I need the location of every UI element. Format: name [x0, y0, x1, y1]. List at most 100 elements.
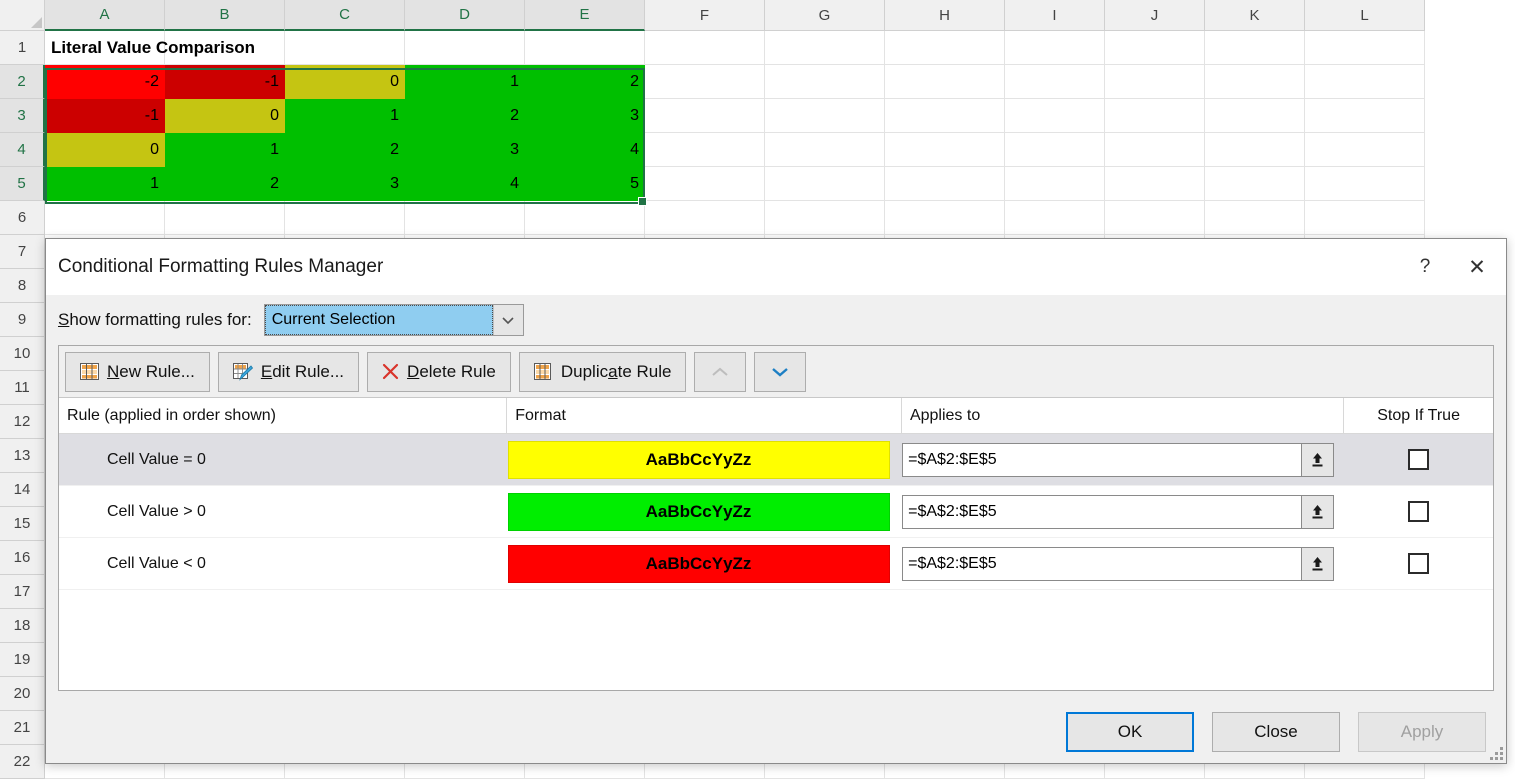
cell-G2[interactable] [765, 65, 885, 99]
new-rule-button[interactable]: New Rule... [65, 351, 210, 392]
applies-to-input[interactable]: =$A$2:$E$5 [902, 442, 1335, 477]
cell-C6[interactable] [285, 201, 405, 235]
row-header-11[interactable]: 11 [0, 371, 45, 405]
row-header-18[interactable]: 18 [0, 609, 45, 643]
rule-row[interactable]: Cell Value = 0 AaBbCcYyZz =$A$2:$E$5 [59, 434, 1493, 486]
cell-C4[interactable]: 2 [285, 133, 405, 167]
resize-grip[interactable] [1489, 746, 1503, 760]
cell-G1[interactable] [765, 31, 885, 65]
cell-D6[interactable] [405, 201, 525, 235]
cell-I4[interactable] [1005, 133, 1105, 167]
cell-C1[interactable] [285, 31, 405, 65]
cell-D3[interactable]: 2 [405, 99, 525, 133]
cell-J4[interactable] [1105, 133, 1205, 167]
column-header-K[interactable]: K [1205, 0, 1305, 31]
column-header-A[interactable]: A [45, 0, 165, 31]
cell-G3[interactable] [765, 99, 885, 133]
cell-K4[interactable] [1205, 133, 1305, 167]
cell-F6[interactable] [645, 201, 765, 235]
column-header-C[interactable]: C [285, 0, 405, 31]
cell-L1[interactable] [1305, 31, 1425, 65]
cell-C3[interactable]: 1 [285, 99, 405, 133]
column-header-H[interactable]: H [885, 0, 1005, 31]
cell-H6[interactable] [885, 201, 1005, 235]
cell-L6[interactable] [1305, 201, 1425, 235]
cell-G5[interactable] [765, 167, 885, 201]
cell-J6[interactable] [1105, 201, 1205, 235]
column-header-B[interactable]: B [165, 0, 285, 31]
row-header-22[interactable]: 22 [0, 745, 45, 779]
cell-D1[interactable] [405, 31, 525, 65]
cell-I2[interactable] [1005, 65, 1105, 99]
row-header-7[interactable]: 7 [0, 235, 45, 269]
row-header-10[interactable]: 10 [0, 337, 45, 371]
cell-H5[interactable] [885, 167, 1005, 201]
cell-K2[interactable] [1205, 65, 1305, 99]
cell-B2[interactable]: -1 [165, 65, 285, 99]
row-header-17[interactable]: 17 [0, 575, 45, 609]
cell-J2[interactable] [1105, 65, 1205, 99]
cell-E5[interactable]: 5 [525, 167, 645, 201]
row-header-16[interactable]: 16 [0, 541, 45, 575]
cell-A6[interactable] [45, 201, 165, 235]
row-header-15[interactable]: 15 [0, 507, 45, 541]
row-header-12[interactable]: 12 [0, 405, 45, 439]
row-header-13[interactable]: 13 [0, 439, 45, 473]
select-all-corner[interactable] [0, 0, 45, 31]
stop-if-true-checkbox[interactable] [1408, 553, 1430, 574]
cell-F2[interactable] [645, 65, 765, 99]
cell-L5[interactable] [1305, 167, 1425, 201]
ok-button[interactable]: OK [1066, 712, 1194, 752]
duplicate-rule-button[interactable]: Duplicate Rule [518, 351, 687, 392]
cell-L2[interactable] [1305, 65, 1425, 99]
cell-I6[interactable] [1005, 201, 1105, 235]
cell-J1[interactable] [1105, 31, 1205, 65]
cell-K3[interactable] [1205, 99, 1305, 133]
column-header-J[interactable]: J [1105, 0, 1205, 31]
scope-select[interactable]: Current Selection [263, 304, 524, 336]
row-header-19[interactable]: 19 [0, 643, 45, 677]
row-header-4[interactable]: 4 [0, 133, 45, 167]
row-header-5[interactable]: 5 [0, 167, 45, 201]
cell-F1[interactable] [645, 31, 765, 65]
cell-C2[interactable]: 0 [285, 65, 405, 99]
cell-D4[interactable]: 3 [405, 133, 525, 167]
column-header-F[interactable]: F [645, 0, 765, 31]
cell-H2[interactable] [885, 65, 1005, 99]
cell-E6[interactable] [525, 201, 645, 235]
range-picker-icon[interactable] [1301, 443, 1334, 476]
cell-I3[interactable] [1005, 99, 1105, 133]
cell-K5[interactable] [1205, 167, 1305, 201]
column-header-L[interactable]: L [1305, 0, 1425, 31]
close-icon[interactable]: ✕ [1468, 255, 1486, 279]
cell-E2[interactable]: 2 [525, 65, 645, 99]
cell-A5[interactable]: 1 [45, 167, 165, 201]
cell-D5[interactable]: 4 [405, 167, 525, 201]
rule-row[interactable]: Cell Value > 0 AaBbCcYyZz =$A$2:$E$5 [59, 486, 1493, 538]
row-header-9[interactable]: 9 [0, 303, 45, 337]
rule-row[interactable]: Cell Value < 0 AaBbCcYyZz =$A$2:$E$5 [59, 538, 1493, 590]
cell-A1[interactable]: Literal Value Comparison [45, 31, 255, 65]
cell-B6[interactable] [165, 201, 285, 235]
cell-D2[interactable]: 1 [405, 65, 525, 99]
cell-B3[interactable]: 0 [165, 99, 285, 133]
row-header-6[interactable]: 6 [0, 201, 45, 235]
selection-fill-handle[interactable] [638, 197, 647, 206]
row-header-3[interactable]: 3 [0, 99, 45, 133]
delete-rule-button[interactable]: Delete Rule [367, 351, 511, 392]
cell-K1[interactable] [1205, 31, 1305, 65]
row-header-1[interactable]: 1 [0, 31, 45, 65]
cell-A2[interactable]: -2 [45, 65, 165, 99]
help-icon[interactable]: ? [1419, 256, 1431, 277]
row-header-8[interactable]: 8 [0, 269, 45, 303]
cell-G6[interactable] [765, 201, 885, 235]
stop-if-true-checkbox[interactable] [1408, 501, 1430, 522]
cell-F4[interactable] [645, 133, 765, 167]
cell-G4[interactable] [765, 133, 885, 167]
cell-B5[interactable]: 2 [165, 167, 285, 201]
cell-E4[interactable]: 4 [525, 133, 645, 167]
edit-rule-button[interactable]: Edit Rule... [217, 351, 360, 392]
close-button[interactable]: Close [1212, 712, 1340, 752]
column-header-I[interactable]: I [1005, 0, 1105, 31]
cell-I5[interactable] [1005, 167, 1105, 201]
